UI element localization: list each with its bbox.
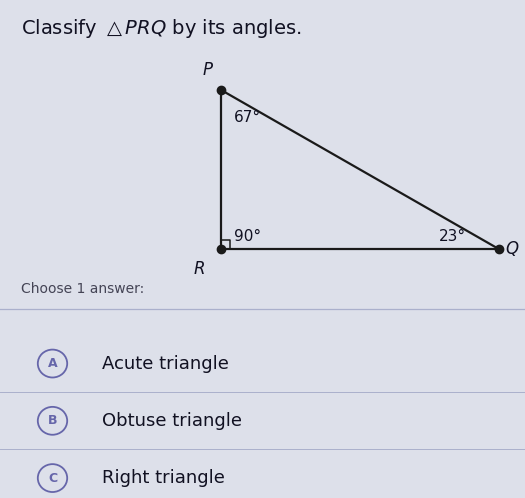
Text: Q: Q — [505, 240, 519, 258]
Text: 23°: 23° — [438, 229, 466, 244]
Text: Choose 1 answer:: Choose 1 answer: — [21, 282, 144, 296]
Text: Acute triangle: Acute triangle — [102, 355, 229, 373]
Text: P: P — [202, 61, 213, 79]
Text: A: A — [48, 357, 57, 370]
Text: Obtuse triangle: Obtuse triangle — [102, 412, 243, 430]
Text: B: B — [48, 414, 57, 427]
Text: Classify $\triangle \mathit{PRQ}$ by its angles.: Classify $\triangle \mathit{PRQ}$ by its… — [21, 17, 302, 40]
Text: 90°: 90° — [234, 229, 261, 244]
Text: 67°: 67° — [234, 110, 261, 124]
Text: R: R — [194, 260, 205, 278]
Text: Right triangle: Right triangle — [102, 469, 225, 487]
Text: C: C — [48, 472, 57, 485]
